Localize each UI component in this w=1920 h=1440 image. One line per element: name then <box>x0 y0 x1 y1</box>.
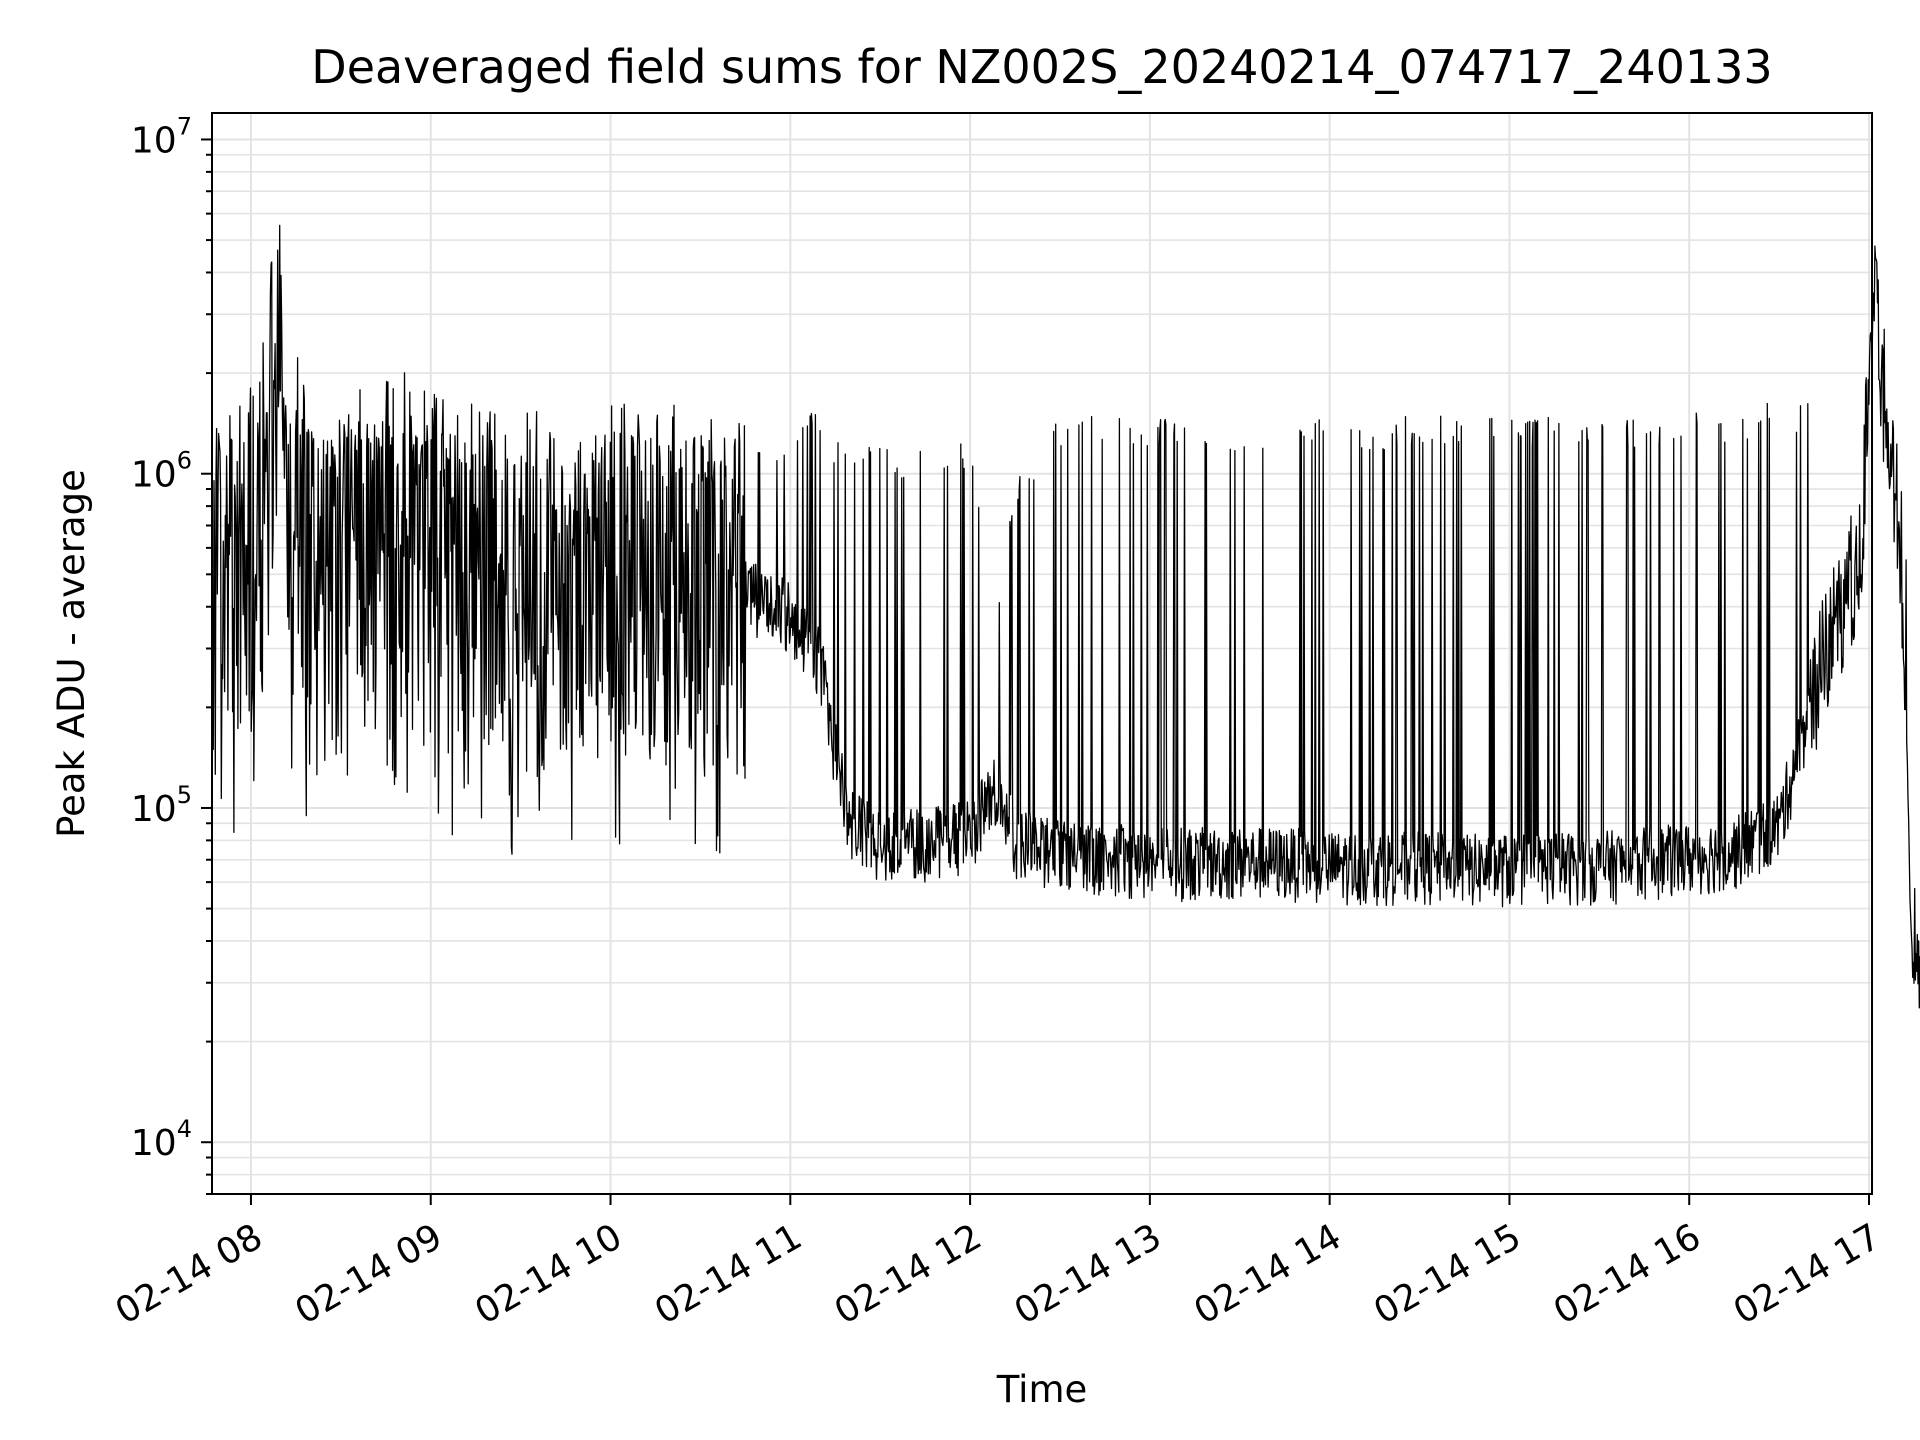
y-tick-label: 105 <box>131 781 192 830</box>
y-axis-label: Peak ADU - average <box>50 469 93 838</box>
y-tick-label: 106 <box>131 447 192 496</box>
x-tick-label: 02-14 15 <box>1367 1216 1528 1332</box>
series-line-path <box>211 224 1920 1009</box>
series-line <box>211 224 1920 1009</box>
grid <box>212 113 1872 1195</box>
x-tick-label: 02-14 13 <box>1008 1216 1169 1332</box>
y-axis: 104 105 106 107 <box>131 112 212 1195</box>
x-tick-label: 02-14 11 <box>648 1216 809 1332</box>
x-tick-label: 02-14 10 <box>468 1216 629 1332</box>
x-tick-label: 02-14 16 <box>1547 1216 1708 1332</box>
plot-frame <box>211 112 1873 1195</box>
x-tick-label: 02-14 09 <box>289 1216 450 1332</box>
x-axis: 02-14 08 02-14 09 02-14 10 02-14 11 02-14 12… <box>109 1194 1888 1333</box>
x-axis-label: Time <box>996 1368 1088 1411</box>
chart-title: Deaveraged field sums for NZ002S_2024021… <box>311 40 1772 94</box>
x-tick-label: 02-14 08 <box>109 1216 270 1332</box>
x-tick-label: 02-14 17 <box>1727 1216 1888 1332</box>
y-tick-label: 107 <box>131 112 192 161</box>
y-tick-label: 104 <box>131 1115 192 1164</box>
x-tick-label: 02-14 14 <box>1187 1216 1348 1332</box>
x-tick-label: 02-14 12 <box>828 1216 989 1332</box>
